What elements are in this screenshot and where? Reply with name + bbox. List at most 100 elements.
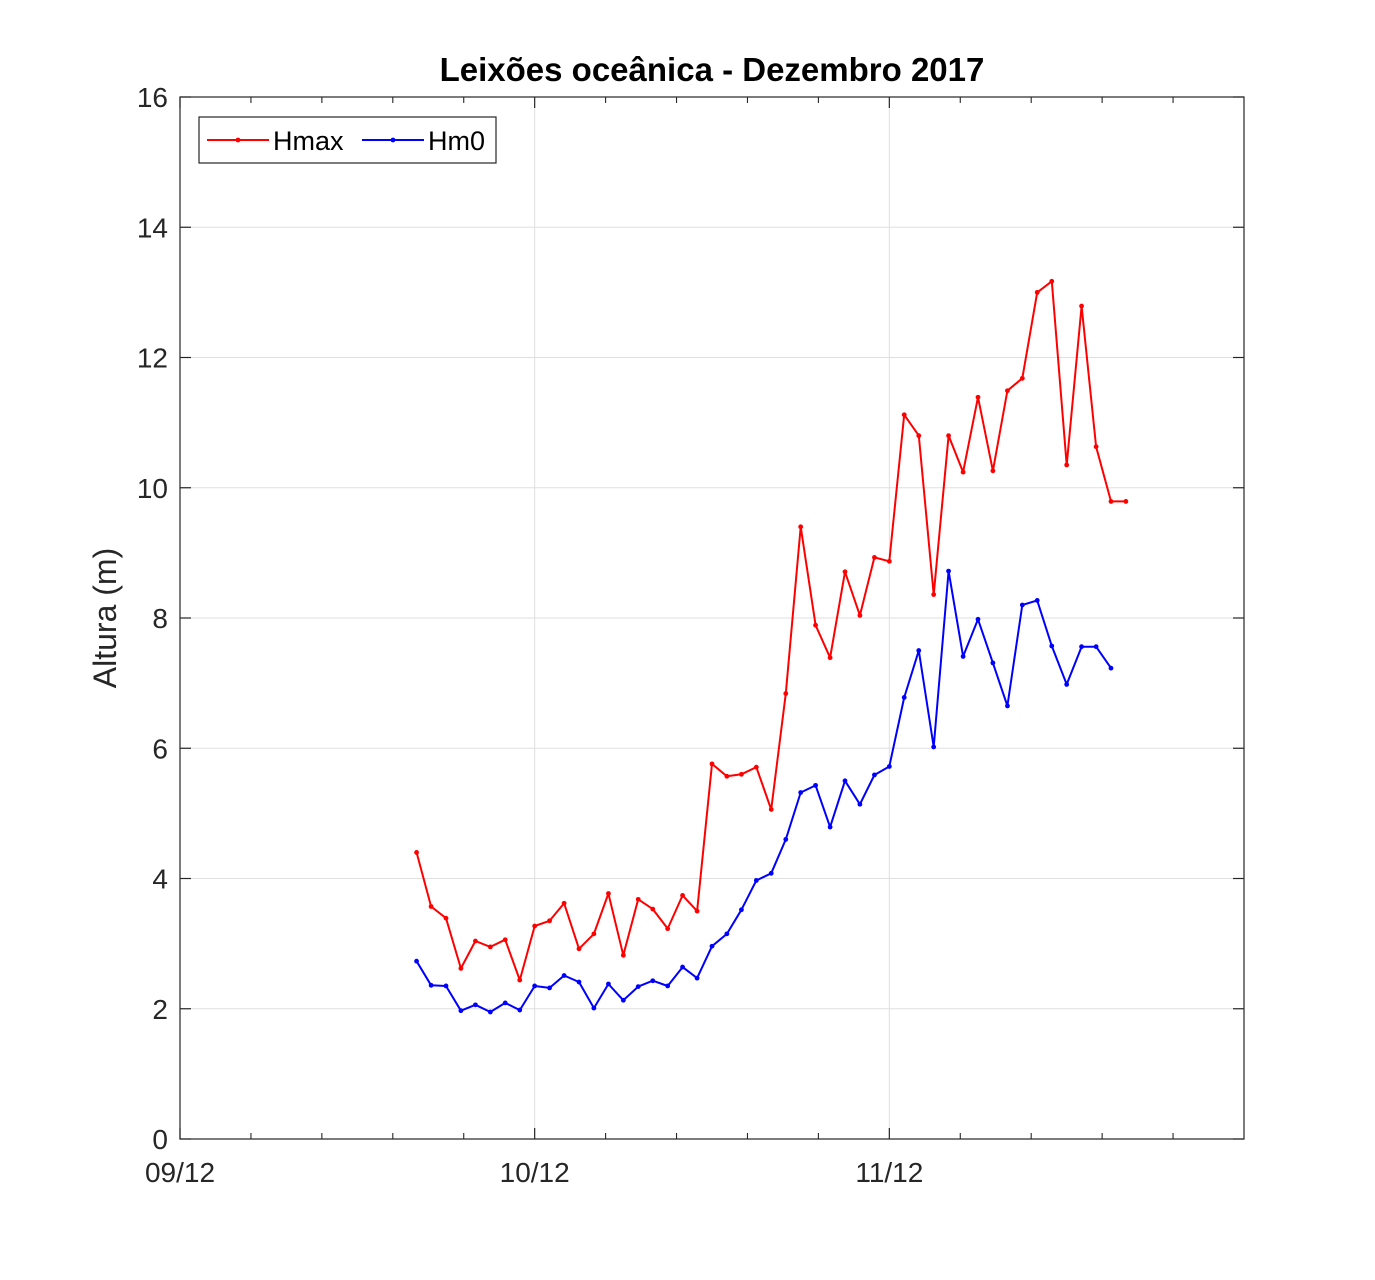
legend-label-hmax: Hmax [273,126,344,156]
data-point-hmax [946,433,951,439]
data-point-hmax [783,691,789,696]
legend-marker-hmax [235,137,241,143]
data-point-hmax [591,931,597,937]
data-point-hmax [739,771,744,777]
axis-ticks [179,96,1244,1140]
data-point-hm0 [872,772,877,778]
y-tick-label: 16 [137,82,168,113]
data-point-hmax [458,965,464,971]
x-tick-label: 10/12 [500,1157,570,1188]
data-point-hm0 [591,1005,597,1011]
legend-label-hm0: Hm0 [428,126,485,156]
data-point-hm0 [635,984,641,990]
data-point-hm0 [665,983,671,989]
data-point-hm0 [606,981,611,987]
data-point-hmax [990,468,996,474]
data-point-hm0 [916,648,922,653]
grid-lines [180,97,1244,1139]
y-tick-label: 8 [152,603,168,634]
data-point-hmax [960,469,966,475]
data-point-hm0 [798,790,804,795]
data-point-hm0 [458,1008,464,1014]
data-point-hm0 [428,982,434,988]
data-point-hmax [931,592,937,597]
data-point-hmax [576,946,582,952]
data-point-hm0 [1093,644,1099,650]
data-point-hmax [1123,499,1129,504]
data-point-hm0 [620,997,626,1003]
y-tick-label: 10 [137,473,168,504]
y-axis-label: Altura (m) [87,548,123,688]
data-point-hmax [709,761,715,767]
data-point-hmax [1034,289,1040,295]
data-point-hm0 [1108,665,1114,671]
data-point-hm0 [1034,598,1040,603]
data-point-hmax [680,893,685,898]
y-tick-label: 6 [152,733,168,764]
data-point-hm0 [680,964,685,970]
data-point-hmax [753,764,759,770]
data-point-hmax [827,655,833,661]
data-point-hm0 [1079,644,1084,650]
data-point-hm0 [502,1000,508,1006]
data-point-hm0 [975,616,981,622]
data-point-hm0 [946,568,951,574]
chart-title: Leixões oceânica - Dezembro 2017 [440,51,985,88]
x-tick-label: 11/12 [855,1157,923,1188]
data-point-hmax [620,952,626,958]
data-point-hm0 [931,744,937,750]
data-point-hmax [414,850,419,855]
data-point-hm0 [473,1002,478,1008]
data-point-hm0 [753,878,759,883]
data-point-hmax [1064,462,1070,468]
series-line-hm0 [415,570,1112,1013]
data-point-hmax [665,926,671,932]
data-point-hmax [1108,499,1114,504]
data-point-hm0 [827,824,833,830]
data-point-hm0 [650,978,656,984]
data-point-hm0 [517,1007,523,1013]
y-tick-label: 4 [152,864,168,895]
data-point-hm0 [561,973,567,978]
data-point-hm0 [960,654,966,659]
data-point-hm0 [694,975,700,981]
data-point-hm0 [547,985,552,991]
data-point-hmax [798,524,804,530]
data-point-hm0 [1049,643,1055,649]
data-point-hmax [561,900,567,906]
y-tick-label: 0 [152,1124,168,1155]
y-tick-label: 14 [137,212,168,243]
data-point-hmax [502,937,508,943]
legend: Hmax Hm0 [198,116,497,164]
y-tick-label: 2 [152,994,168,1025]
data-point-hmax [694,908,700,914]
legend-marker-hm0 [390,137,396,143]
data-point-hm0 [783,837,789,842]
data-point-hmax [1093,444,1099,450]
data-point-hm0 [1005,703,1010,709]
data-point-hmax [517,977,523,983]
y-tick-label: 12 [137,343,168,374]
data-point-hmax [886,558,892,564]
data-point-hm0 [709,943,715,949]
data-point-hmax [842,569,848,575]
data-point-hmax [635,896,641,902]
data-point-hmax [768,807,774,812]
data-point-hm0 [414,958,419,964]
series-layer [414,278,1129,1015]
data-point-hm0 [813,782,818,788]
data-point-hm0 [487,1009,493,1015]
data-point-hmax [650,906,656,912]
data-point-hm0 [842,778,848,784]
data-point-hm0 [739,907,744,913]
data-point-hm0 [724,931,730,937]
data-point-hm0 [1064,682,1070,687]
data-point-hm0 [768,870,774,876]
data-point-hmax [916,433,922,439]
data-point-hmax [1049,278,1055,284]
data-point-hm0 [886,764,892,769]
data-point-hmax [813,622,818,628]
data-point-hm0 [857,801,863,807]
axis-tick-labels: 0 2 4 6 8 10 12 14 16 09/12 10/12 11/12 [137,82,923,1188]
